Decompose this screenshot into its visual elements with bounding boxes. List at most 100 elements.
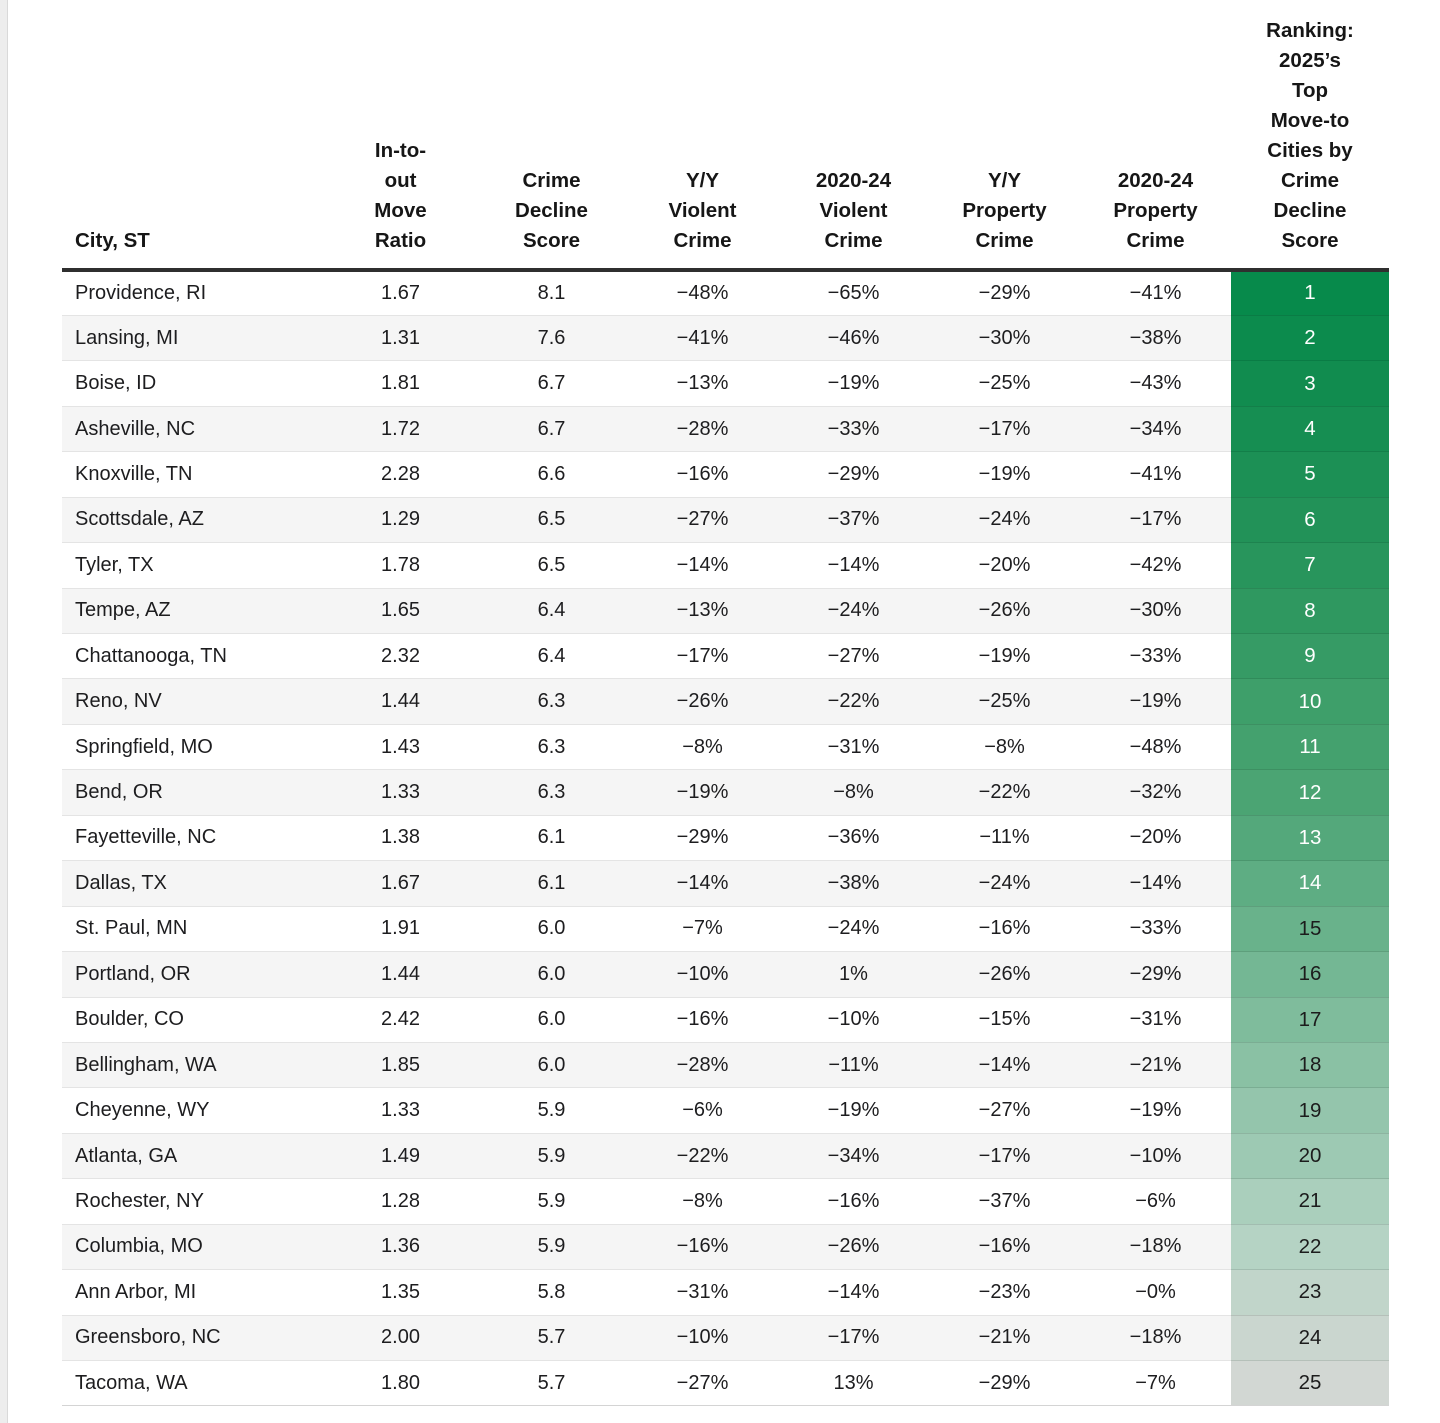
rank-cell: 19 xyxy=(1231,1087,1389,1134)
yy-property-crime-cell: −23% xyxy=(929,1269,1080,1316)
city-cell: Portland, OR xyxy=(62,951,325,997)
city-cell: Bellingham, WA xyxy=(62,1041,325,1088)
move-ratio-cell: 1.49 xyxy=(325,1132,476,1179)
city-cell: Atlanta, GA xyxy=(62,1132,325,1179)
property-crime-2020-24-cell: −34% xyxy=(1080,405,1231,452)
property-crime-2020-24-cell: −14% xyxy=(1080,860,1231,907)
rank-cell: 14 xyxy=(1231,860,1389,907)
city-cell: Boise, ID xyxy=(62,360,325,407)
crime-decline-score-cell: 6.6 xyxy=(476,451,627,498)
table-row: Bellingham, WA 1.85 6.0 −28% −11% −14% −21% 18 xyxy=(62,1041,1389,1088)
yy-violent-crime-cell: −10% xyxy=(627,1314,778,1361)
rank-cell: 5 xyxy=(1231,451,1389,498)
table-row: Providence, RI 1.67 8.1 −48% −65% −29% −41% 1 xyxy=(62,270,1389,316)
yy-property-crime-cell: −30% xyxy=(929,314,1080,361)
column-header-city: City, ST xyxy=(62,0,325,272)
city-cell: Fayetteville, NC xyxy=(62,814,325,861)
yy-violent-crime-cell: −7% xyxy=(627,905,778,952)
table-row: Fayetteville, NC 1.38 6.1 −29% −36% −11% −20% 1… xyxy=(62,814,1389,861)
crime-decline-score-cell: 6.0 xyxy=(476,996,627,1043)
crime-decline-score-cell: 6.0 xyxy=(476,951,627,997)
violent-crime-2020-24-cell: 13% xyxy=(778,1359,929,1407)
yy-violent-crime-cell: −14% xyxy=(627,860,778,907)
property-crime-2020-24-cell: −20% xyxy=(1080,814,1231,861)
property-crime-2020-24-cell: −19% xyxy=(1080,678,1231,725)
yy-violent-crime-cell: −13% xyxy=(627,360,778,407)
crime-decline-score-cell: 5.8 xyxy=(476,1269,627,1316)
violent-crime-2020-24-cell: −26% xyxy=(778,1223,929,1270)
yy-property-crime-cell: −24% xyxy=(929,496,1080,543)
yy-property-crime-cell: −27% xyxy=(929,1087,1080,1134)
crime-decline-score-cell: 6.1 xyxy=(476,814,627,861)
column-header-ranking: Ranking: 2025’s Top Move-to Cities by Cr… xyxy=(1231,0,1389,272)
property-crime-2020-24-cell: −48% xyxy=(1080,723,1231,770)
city-cell: Chattanooga, TN xyxy=(62,632,325,679)
move-ratio-cell: 1.29 xyxy=(325,496,476,543)
yy-violent-crime-cell: −19% xyxy=(627,769,778,816)
header-row: City, ST In-to- out Move Ratio Crime Decli… xyxy=(62,0,1389,272)
property-crime-2020-24-cell: −32% xyxy=(1080,769,1231,816)
city-cell: Dallas, TX xyxy=(62,860,325,907)
crime-ranking-table: City, ST In-to- out Move Ratio Crime Decli… xyxy=(62,0,1389,1407)
violent-crime-2020-24-cell: −37% xyxy=(778,496,929,543)
rank-cell: 24 xyxy=(1231,1314,1389,1361)
city-cell: Columbia, MO xyxy=(62,1223,325,1270)
table-row: Boise, ID 1.81 6.7 −13% −19% −25% −43% 3 xyxy=(62,360,1389,407)
yy-violent-crime-cell: −17% xyxy=(627,632,778,679)
yy-violent-crime-cell: −16% xyxy=(627,1223,778,1270)
yy-violent-crime-cell: −8% xyxy=(627,1178,778,1225)
yy-property-crime-cell: −22% xyxy=(929,769,1080,816)
yy-violent-crime-cell: −22% xyxy=(627,1132,778,1179)
city-cell: Providence, RI xyxy=(75,281,207,304)
yy-property-crime-cell: −21% xyxy=(929,1314,1080,1361)
move-ratio-cell: 1.67 xyxy=(325,860,476,907)
yy-violent-crime-cell: −27% xyxy=(627,496,778,543)
violent-crime-2020-24-cell: −17% xyxy=(778,1314,929,1361)
page-left-edge-strip xyxy=(0,0,8,1423)
move-ratio-cell: 1.65 xyxy=(325,587,476,634)
move-ratio-cell: 1.43 xyxy=(325,723,476,770)
rank-cell: 16 xyxy=(1231,951,1389,997)
yy-violent-crime-cell: −8% xyxy=(627,723,778,770)
yy-violent-crime-cell: −28% xyxy=(627,1041,778,1088)
property-crime-2020-24-cell: −31% xyxy=(1080,996,1231,1043)
rank-cell: 21 xyxy=(1231,1178,1389,1225)
violent-crime-2020-24-cell: −33% xyxy=(778,405,929,452)
yy-violent-crime-cell: −31% xyxy=(627,1269,778,1316)
city-cell: Tyler, TX xyxy=(62,542,325,589)
column-header-2020-24-property-crime: 2020-24 Property Crime xyxy=(1080,0,1231,272)
property-crime-2020-24-cell: −18% xyxy=(1080,1223,1231,1270)
table-row: St. Paul, MN 1.91 6.0 −7% −24% −16% −33% 15 xyxy=(62,905,1389,952)
city-cell: Cheyenne, WY xyxy=(62,1087,325,1134)
yy-property-crime-cell: −29% xyxy=(929,1359,1080,1407)
move-ratio-cell: 1.72 xyxy=(325,405,476,452)
table-row: Lansing, MI 1.31 7.6 −41% −46% −30% −38% 2 xyxy=(62,314,1389,361)
city-cell: Scottsdale, AZ xyxy=(62,496,325,543)
crime-decline-score-cell: 5.9 xyxy=(476,1178,627,1225)
city-cell: Asheville, NC xyxy=(62,405,325,452)
crime-decline-score-cell: 6.0 xyxy=(476,905,627,952)
move-ratio-cell: 1.44 xyxy=(325,951,476,997)
crime-decline-score-cell: 6.5 xyxy=(476,542,627,589)
yy-property-crime-cell: −14% xyxy=(929,1041,1080,1088)
city-cell: Reno, NV xyxy=(62,678,325,725)
move-ratio-cell: 1.36 xyxy=(325,1223,476,1270)
column-header-2020-24-violent-crime: 2020-24 Violent Crime xyxy=(778,0,929,272)
rank-cell: 23 xyxy=(1231,1269,1389,1316)
yy-property-crime-cell: −25% xyxy=(929,360,1080,407)
yy-property-crime-cell: −19% xyxy=(929,632,1080,679)
crime-decline-score-cell: 6.7 xyxy=(476,405,627,452)
crime-decline-score-cell: 6.3 xyxy=(476,769,627,816)
violent-crime-2020-24-cell: 1% xyxy=(778,951,929,997)
yy-property-crime-cell: −24% xyxy=(929,860,1080,907)
property-crime-2020-24-cell: −41% xyxy=(1129,281,1182,304)
crime-decline-score-cell: 6.5 xyxy=(476,496,627,543)
violent-crime-2020-24-cell: −14% xyxy=(778,542,929,589)
city-cell: Tacoma, WA xyxy=(62,1359,325,1407)
table-row: Dallas, TX 1.67 6.1 −14% −38% −24% −14% 14 xyxy=(62,860,1389,907)
yy-property-crime-cell: −17% xyxy=(929,1132,1080,1179)
move-ratio-cell: 1.91 xyxy=(325,905,476,952)
crime-decline-score-cell: 5.7 xyxy=(476,1359,627,1407)
rank-cell: 10 xyxy=(1231,678,1389,725)
